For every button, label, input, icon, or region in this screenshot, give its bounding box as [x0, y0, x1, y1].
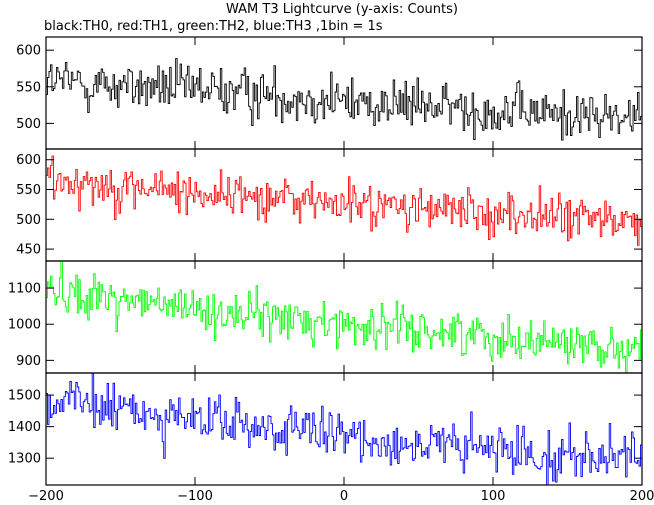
y-tick-label: 500 — [16, 213, 41, 228]
panel-frame — [45, 260, 643, 374]
y-tick-label: 600 — [16, 44, 41, 59]
y-tick-label: 1000 — [8, 318, 41, 333]
series-th2 — [46, 261, 642, 373]
x-tick-label: −100 — [177, 489, 213, 504]
x-tick-label: 100 — [481, 489, 506, 504]
panels: 500 550 600 450 500 550 600 900 1000 1100 1300 1400… — [8, 36, 643, 486]
series-th1 — [46, 155, 642, 246]
chart-title: WAM T3 Lightcurve (y-axis: Counts) — [226, 2, 458, 17]
panel-th3: 1300 1400 1500 — [8, 372, 643, 486]
x-tick-label: 0 — [340, 489, 348, 504]
y-tick-label: 1100 — [8, 282, 41, 297]
panel-th1: 450 500 550 600 — [16, 148, 643, 262]
series-th3 — [46, 373, 642, 485]
y-tick-label: 1400 — [8, 420, 41, 435]
panel-th2: 900 1000 1100 — [8, 260, 643, 374]
y-tick-label: 450 — [16, 243, 41, 258]
y-tick-label: 1500 — [8, 389, 41, 404]
y-tick-label: 550 — [16, 183, 41, 198]
panel-th0: 500 550 600 — [16, 36, 643, 150]
y-tick-label: 1300 — [8, 452, 41, 467]
y-tick-label: 550 — [16, 80, 41, 95]
y-tick-label: 500 — [16, 117, 41, 132]
y-tick-label: 600 — [16, 153, 41, 168]
series-th0 — [46, 58, 642, 141]
x-tick-label: 200 — [630, 489, 654, 504]
y-tick-label: 900 — [16, 354, 41, 369]
chart-subtitle: black:TH0, red:TH1, green:TH2, blue:TH3 … — [44, 19, 383, 34]
x-axis: −200 −100 0 100 200 — [28, 489, 654, 504]
x-tick-label: −200 — [28, 489, 64, 504]
